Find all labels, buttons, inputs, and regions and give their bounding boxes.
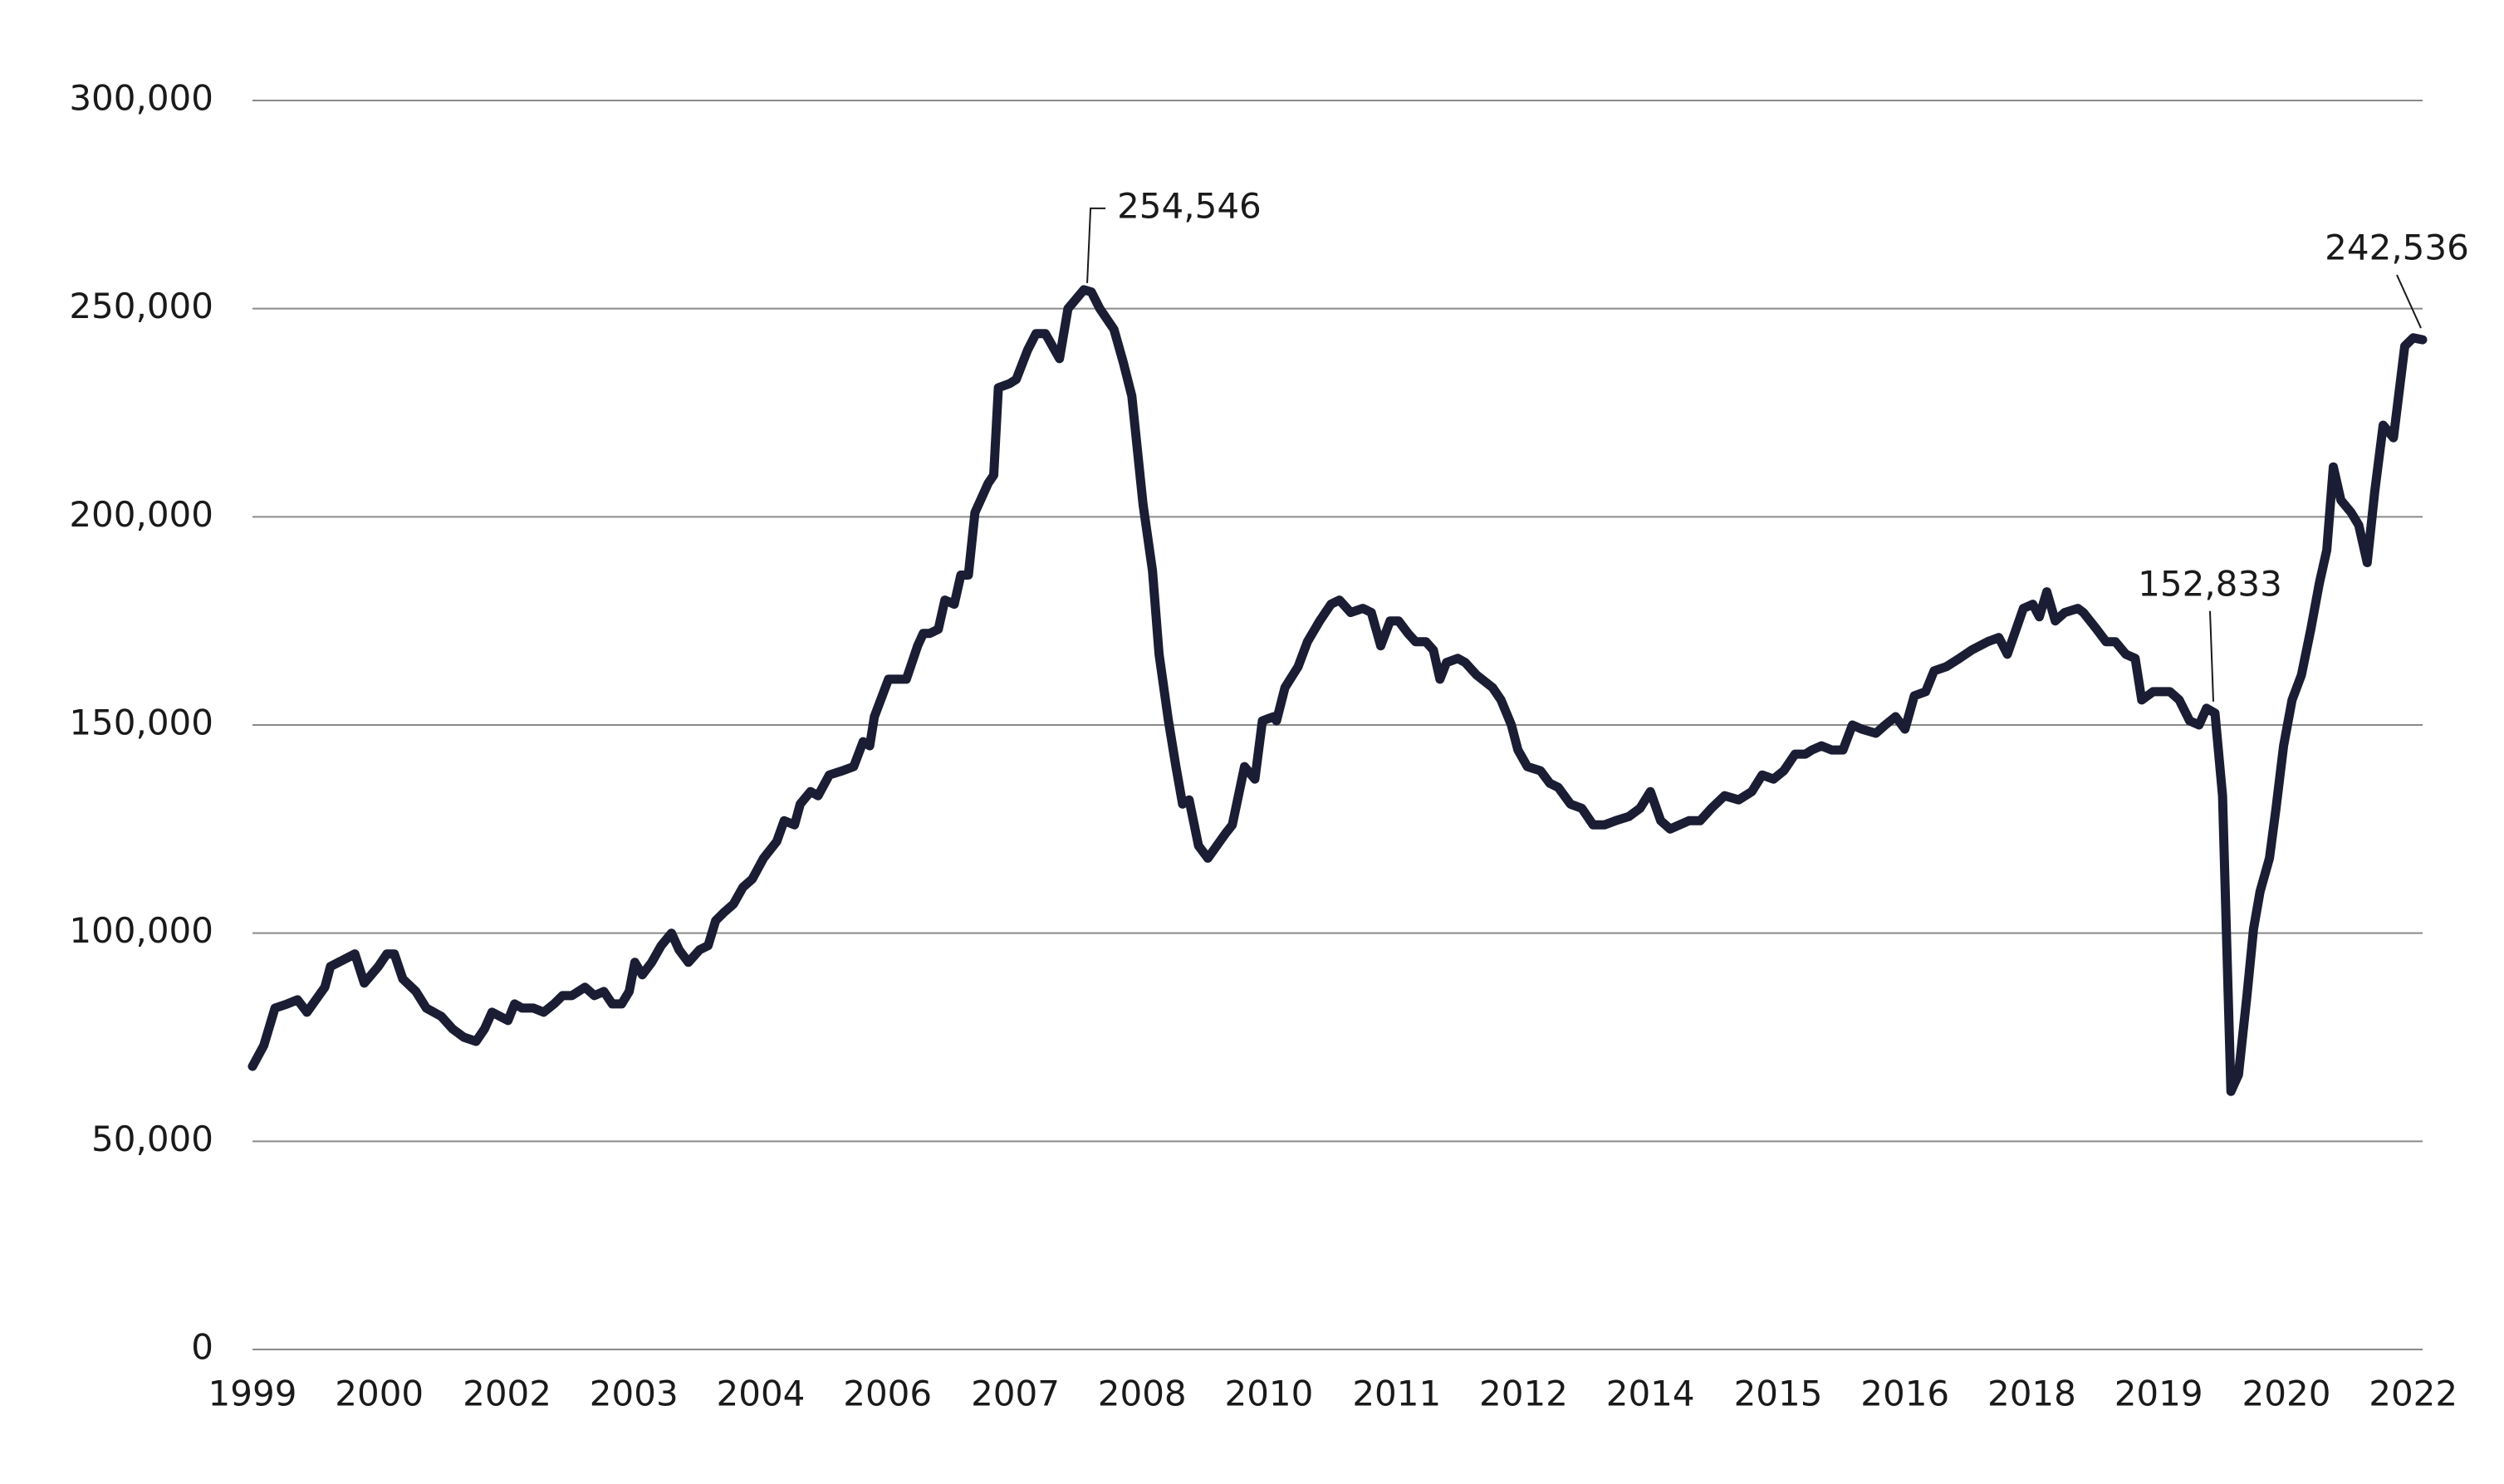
x-tick-label: 2006 — [843, 1374, 932, 1414]
x-tick-label: 2014 — [1606, 1374, 1695, 1414]
y-tick-label: 250,000 — [69, 286, 213, 326]
x-tick-label: 2004 — [717, 1374, 806, 1414]
y-tick-label: 0 — [191, 1327, 213, 1368]
data-label: 254,546 — [1117, 185, 1262, 226]
annotation-leader — [1086, 207, 1106, 283]
annotation-leader — [2209, 610, 2215, 702]
y-tick-label: 50,000 — [91, 1119, 213, 1159]
x-tick-label: 1999 — [208, 1374, 297, 1414]
x-tick-label: 2016 — [1860, 1374, 1949, 1414]
y-tick-label: 150,000 — [69, 703, 213, 743]
x-tick-label: 2002 — [463, 1374, 551, 1414]
x-tick-label: 2010 — [1224, 1374, 1313, 1414]
data-label: 152,833 — [2138, 563, 2282, 604]
x-tick-label: 2007 — [971, 1374, 1060, 1414]
x-tick-label: 2008 — [1098, 1374, 1187, 1414]
y-tick-label: 300,000 — [69, 78, 213, 119]
x-tick-label: 2012 — [1479, 1374, 1568, 1414]
x-tick-label: 2015 — [1734, 1374, 1823, 1414]
y-tick-label: 200,000 — [69, 494, 213, 535]
x-tick-label: 2022 — [2369, 1374, 2457, 1414]
y-tick-label: 100,000 — [69, 910, 213, 951]
data-line — [247, 285, 2428, 1096]
x-tick-label: 2003 — [590, 1374, 679, 1414]
annotation-leader — [2396, 274, 2422, 329]
data-label: 242,536 — [2325, 228, 2469, 268]
x-tick-label: 2020 — [2242, 1374, 2331, 1414]
x-tick-label: 2011 — [1352, 1374, 1441, 1414]
x-tick-label: 2019 — [2114, 1374, 2203, 1414]
x-tick-label: 2000 — [335, 1374, 424, 1414]
x-tick-label: 2018 — [1987, 1374, 2076, 1414]
